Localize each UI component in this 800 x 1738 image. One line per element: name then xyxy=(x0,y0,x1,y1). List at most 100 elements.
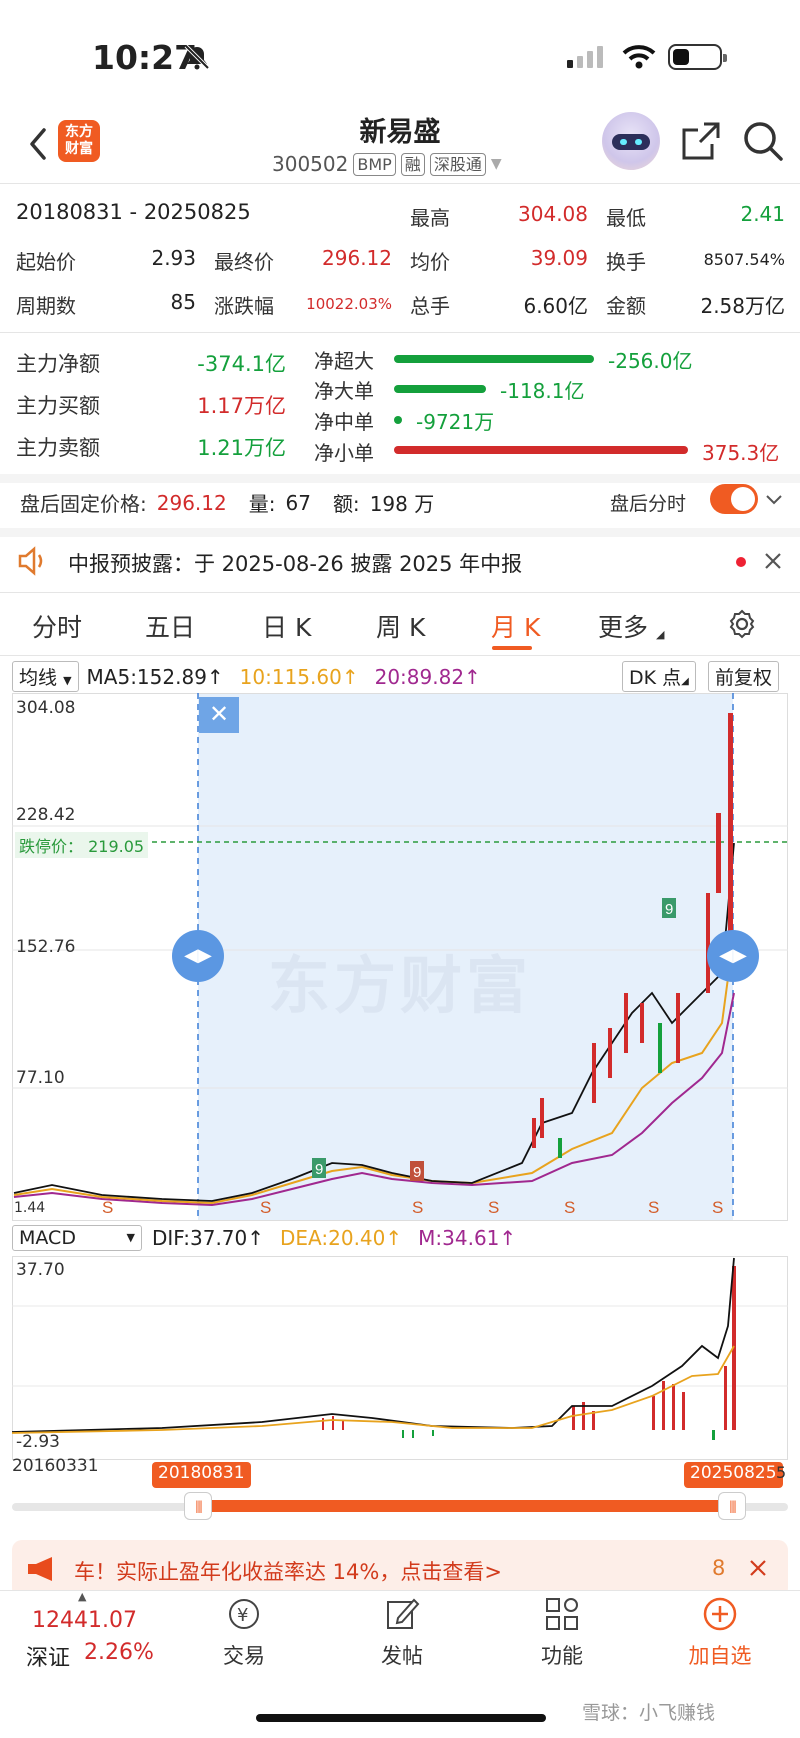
svg-text:S: S xyxy=(488,1198,499,1217)
range-end-suffix: 5 xyxy=(776,1463,787,1482)
end-label: 最终价 xyxy=(214,250,274,274)
close-icon[interactable] xyxy=(762,550,784,572)
promo-text[interactable]: 车！实际止盈年化收益率达 14%，点击查看> xyxy=(74,1560,502,1584)
home-indicator xyxy=(256,1714,546,1722)
trade-button[interactable]: 交易 xyxy=(223,1644,265,1668)
order-label: 净超大 xyxy=(314,349,374,373)
tab-five-day[interactable]: 五日 xyxy=(145,613,196,642)
macd-indicator-row: MACD ▼ DIF:37.70↑ DEA:20.40↑ M:34.61↑ xyxy=(12,1225,516,1251)
order-value: -9721万 xyxy=(416,410,495,434)
wifi-icon xyxy=(622,45,656,69)
high-label: 最高 xyxy=(410,206,450,230)
tab-weekly-k[interactable]: 周 K xyxy=(376,613,426,642)
avg-value: 39.09 xyxy=(530,246,588,270)
signal-icon xyxy=(567,46,603,68)
promo-banner[interactable] xyxy=(12,1540,788,1598)
dea-value: DEA:20.40↑ xyxy=(280,1226,403,1250)
turnover-label: 换手 xyxy=(606,250,646,274)
adjust-button[interactable]: 前复权 xyxy=(708,661,780,692)
chevron-down-icon[interactable] xyxy=(764,492,784,508)
assistant-avatar-icon[interactable] xyxy=(602,112,660,170)
svg-text:S: S xyxy=(260,1198,271,1217)
y-tick: 304.08 xyxy=(16,698,76,718)
order-bar xyxy=(394,355,594,363)
tab-monthly-k[interactable]: 月 K xyxy=(491,613,541,642)
order-bar xyxy=(394,416,402,424)
svg-text:S: S xyxy=(648,1198,659,1217)
after-hours-amt-label: 额: xyxy=(332,492,360,516)
settings-gear-icon[interactable] xyxy=(726,608,758,640)
dk-point-button[interactable]: DK 点◢ xyxy=(622,661,696,692)
after-hours-toggle-label: 盘后分时 xyxy=(610,493,687,515)
divider xyxy=(0,332,800,333)
low-value: 2.41 xyxy=(740,202,785,226)
amount-label: 金额 xyxy=(606,294,646,318)
promo-close-icon[interactable] xyxy=(748,1558,768,1578)
back-arrow-icon[interactable] xyxy=(22,122,56,166)
index-value[interactable]: 12441.07 xyxy=(32,1608,137,1633)
timeline-slider-fill xyxy=(205,1500,725,1512)
change-value: 10022.03% xyxy=(306,295,392,313)
change-label: 涨跌幅 xyxy=(214,294,274,318)
ma20-value: 20:89.82↑ xyxy=(374,664,481,689)
main-sell-label: 主力卖额 xyxy=(16,436,100,460)
ma-select[interactable]: 均线 ▼ xyxy=(12,661,79,692)
search-icon[interactable] xyxy=(742,120,784,162)
timeline-start-handle[interactable]: ||| xyxy=(184,1492,212,1520)
limit-down-label: 跌停价： 219.05 xyxy=(15,832,149,858)
macd-select[interactable]: MACD ▼ xyxy=(12,1225,142,1251)
order-bar xyxy=(394,385,486,393)
speaker-icon xyxy=(18,546,43,576)
index-up-caret-icon: ▲ xyxy=(78,1590,87,1603)
tag-bmp: BMP xyxy=(353,152,396,176)
periods-value: 85 xyxy=(170,290,196,314)
range-start-date: 20180831 xyxy=(152,1462,251,1488)
range-right-drag-handle[interactable]: ◀▶ xyxy=(707,930,759,982)
add-watchlist-button[interactable]: 加自选 xyxy=(688,1644,752,1668)
post-edit-icon[interactable] xyxy=(384,1596,420,1632)
functions-grid-icon[interactable] xyxy=(544,1596,580,1632)
amount-value: 2.58万亿 xyxy=(700,294,785,318)
after-hours-price-label: 盘后固定价格: xyxy=(20,492,147,516)
notice-text[interactable]: 中报预披露：于 2025-08-26 披露 2025 年中报 xyxy=(68,552,523,576)
functions-button[interactable]: 功能 xyxy=(541,1644,583,1668)
order-value: -118.1亿 xyxy=(500,379,585,403)
tab-daily-k[interactable]: 日 K xyxy=(262,613,312,642)
watermark-text: 东方财富 xyxy=(267,949,532,1022)
macd-top-label: 37.70 xyxy=(16,1260,65,1280)
share-icon[interactable] xyxy=(680,120,722,162)
y-tick: 77.10 xyxy=(16,1068,65,1088)
range-left-drag-handle[interactable]: ◀▶ xyxy=(172,930,224,982)
tab-more[interactable]: 更多 xyxy=(598,613,649,642)
after-hours-toggle[interactable] xyxy=(710,484,758,514)
unread-dot xyxy=(736,557,746,567)
after-hours-amt: 198 万 xyxy=(369,492,435,516)
after-hours-qty-label: 量: xyxy=(248,492,276,516)
main-buy-value: 1.17万亿 xyxy=(197,394,286,418)
caret-down-icon[interactable]: ▼ xyxy=(490,156,502,172)
add-watchlist-plus-icon[interactable] xyxy=(702,1596,738,1632)
svg-text:¥: ¥ xyxy=(237,1605,248,1626)
order-label: 净大单 xyxy=(314,379,374,403)
main-net-value: -374.1亿 xyxy=(197,352,286,376)
index-name: 深证 xyxy=(26,1646,71,1671)
start-value: 2.93 xyxy=(151,246,196,270)
volume-label: 总手 xyxy=(410,294,450,318)
main-sell-value: 1.21万亿 xyxy=(197,436,286,460)
main-buy-label: 主力买额 xyxy=(16,394,100,418)
start-date-label: 20160331 xyxy=(12,1456,99,1476)
trade-yen-icon[interactable]: ¥ xyxy=(224,1596,264,1632)
m-value: M:34.61↑ xyxy=(418,1226,517,1250)
active-tab-indicator xyxy=(492,646,532,650)
timeline-end-handle[interactable]: ||| xyxy=(718,1492,746,1520)
kline-chart-frame xyxy=(12,693,788,1221)
corner-watermark: 雪球：小飞赚钱 xyxy=(582,1702,716,1724)
order-label: 净中单 xyxy=(314,410,374,434)
battery-icon xyxy=(668,44,727,70)
tab-intraday[interactable]: 分时 xyxy=(32,613,83,642)
clear-selection-close-icon[interactable]: ✕ xyxy=(199,697,239,733)
svg-text:9: 9 xyxy=(315,1161,323,1178)
kline-chart: S S S S S S S 9 9 9 xyxy=(12,693,788,1221)
post-button[interactable]: 发帖 xyxy=(381,1644,423,1668)
tag-margin: 融 xyxy=(400,152,425,176)
